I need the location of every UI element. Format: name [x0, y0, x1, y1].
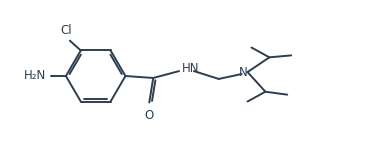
Text: Cl: Cl [60, 24, 72, 37]
Text: O: O [145, 109, 154, 122]
Text: H₂N: H₂N [24, 69, 46, 83]
Text: HN: HN [182, 62, 199, 75]
Text: N: N [239, 66, 248, 79]
